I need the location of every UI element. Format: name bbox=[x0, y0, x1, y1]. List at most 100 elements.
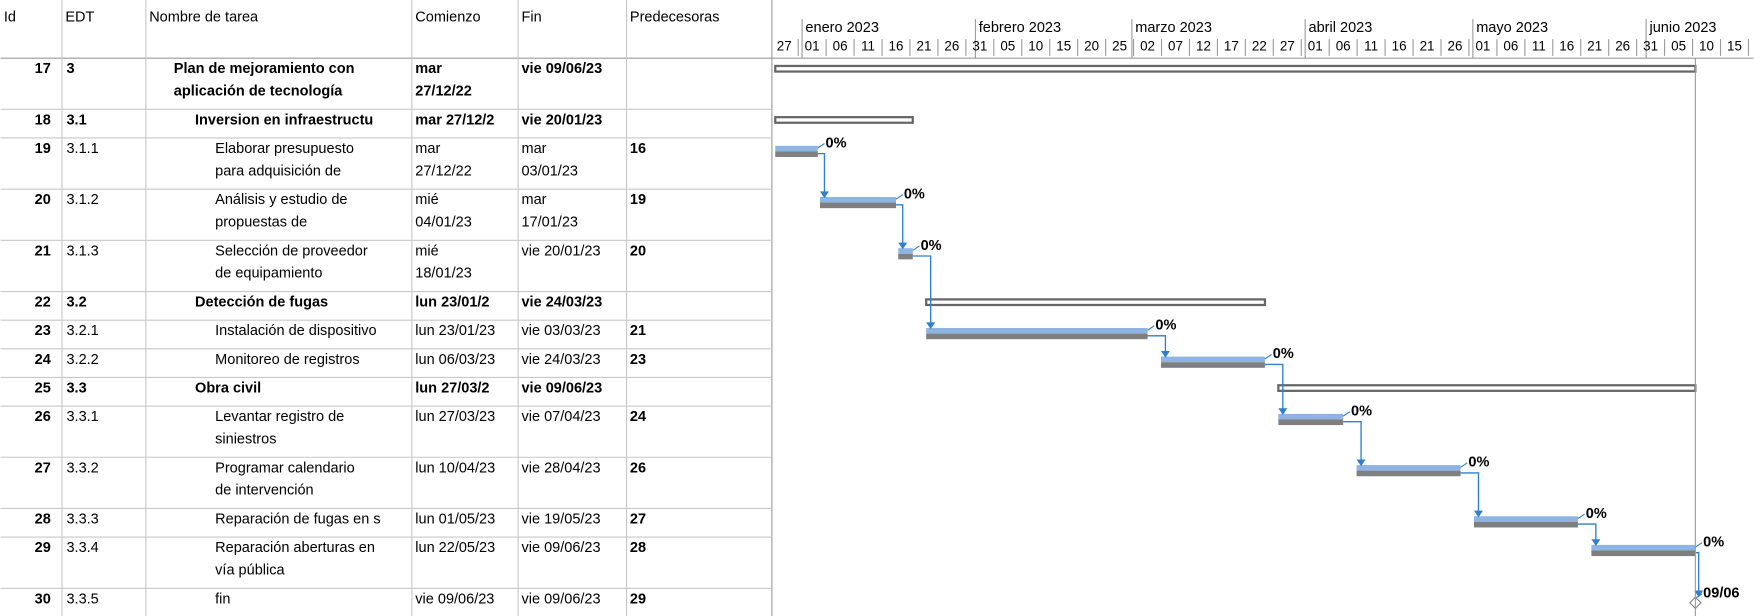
day-label: 26 bbox=[944, 39, 959, 54]
task-start: mar 27/12/2 bbox=[415, 112, 494, 128]
row-id: 30 bbox=[35, 591, 51, 607]
task-predecessor: 16 bbox=[630, 141, 646, 157]
dependency-link bbox=[896, 204, 904, 245]
row-edt: 3 bbox=[66, 61, 74, 77]
task-end: vie 09/06/23 bbox=[521, 540, 600, 556]
baseline-bar bbox=[775, 151, 818, 157]
day-label: 27 bbox=[777, 39, 792, 54]
task-bar bbox=[775, 145, 818, 152]
task-start: mié bbox=[415, 192, 438, 208]
task-predecessor: 21 bbox=[630, 323, 646, 339]
dependency-link bbox=[1695, 552, 1700, 593]
task-name: de equipamiento bbox=[215, 266, 322, 282]
day-label: 31 bbox=[972, 39, 987, 54]
task-predecessor: 28 bbox=[630, 540, 646, 556]
dependency-arrow bbox=[1473, 510, 1483, 518]
day-label: 16 bbox=[1559, 39, 1574, 54]
day-label: 06 bbox=[1503, 39, 1518, 54]
summary-bar bbox=[1277, 384, 1697, 392]
day-label: 12 bbox=[1196, 39, 1211, 54]
day-label: 27 bbox=[1280, 39, 1295, 54]
dependency-arrow bbox=[1356, 459, 1366, 467]
row-edt: 3.1 bbox=[66, 112, 86, 128]
day-label: 11 bbox=[1532, 39, 1546, 54]
row-edt: 3.1.3 bbox=[66, 243, 98, 259]
task-bar bbox=[1278, 413, 1344, 420]
row-id: 26 bbox=[35, 409, 51, 425]
baseline-bar bbox=[1591, 550, 1696, 557]
dependency-arrow bbox=[1591, 539, 1601, 547]
task-name: Monitoreo de registros bbox=[215, 352, 359, 368]
task-bar bbox=[1160, 356, 1265, 363]
day-label: 01 bbox=[1308, 39, 1323, 54]
label-connector bbox=[1264, 353, 1272, 360]
task-start: lun 27/03/2 bbox=[415, 380, 489, 396]
dependency-link bbox=[817, 152, 826, 194]
task-end: vie 09/06/23 bbox=[521, 591, 600, 607]
task-start: mar bbox=[415, 61, 442, 77]
baseline-bar bbox=[1160, 362, 1265, 368]
task-end: 17/01/23 bbox=[521, 215, 578, 231]
row-id: 21 bbox=[35, 243, 51, 259]
day-label: 21 bbox=[1587, 39, 1602, 54]
task-name: Programar calendario bbox=[215, 460, 355, 476]
task-name: Levantar registro de bbox=[215, 409, 344, 425]
row-edt: 3.3.5 bbox=[66, 591, 98, 607]
task-predecessor: 20 bbox=[630, 243, 646, 259]
row-edt: 3.1.2 bbox=[66, 192, 98, 208]
row-id: 27 bbox=[35, 460, 51, 476]
dependency-link bbox=[1460, 472, 1480, 513]
task-start: lun 01/05/23 bbox=[415, 511, 495, 527]
label-connector bbox=[895, 194, 904, 200]
task-name: aplicación de tecnología bbox=[174, 84, 344, 100]
summary-bar bbox=[774, 64, 1697, 73]
row-edt: 3.2.2 bbox=[66, 352, 98, 368]
day-label: 15 bbox=[1727, 39, 1742, 54]
progress-label: 0% bbox=[904, 187, 925, 203]
progress-label: 09/06 bbox=[1703, 586, 1739, 602]
task-end: 03/01/23 bbox=[521, 163, 578, 179]
progress-label: 0% bbox=[826, 135, 847, 151]
dependency-arrow bbox=[926, 322, 936, 330]
day-label: 06 bbox=[833, 39, 848, 54]
day-label: 25 bbox=[1112, 39, 1127, 54]
column-header: Comienzo bbox=[415, 10, 480, 26]
month-label: enero 2023 bbox=[805, 20, 878, 36]
task-predecessor: 26 bbox=[630, 460, 646, 476]
row-id: 23 bbox=[35, 323, 51, 339]
task-predecessor: 29 bbox=[630, 591, 646, 607]
month-label: marzo 2023 bbox=[1135, 20, 1212, 36]
row-id: 22 bbox=[35, 295, 51, 311]
dependency-link bbox=[912, 255, 932, 325]
task-name: Selección de proveedor bbox=[215, 243, 368, 259]
month-label: junio 2023 bbox=[1649, 20, 1717, 36]
dependency-arrow bbox=[1160, 351, 1170, 358]
task-name: Detección de fugas bbox=[195, 295, 328, 311]
task-end: vie 03/03/23 bbox=[521, 323, 600, 339]
task-start: 27/12/22 bbox=[415, 84, 472, 100]
label-connector bbox=[912, 245, 920, 251]
task-start: 27/12/22 bbox=[415, 163, 472, 179]
day-label: 22 bbox=[1252, 39, 1267, 54]
task-start: lun 22/05/23 bbox=[415, 540, 495, 556]
task-end: vie 09/06/23 bbox=[521, 380, 602, 396]
progress-label: 0% bbox=[1155, 318, 1176, 334]
dependency-link bbox=[1264, 363, 1284, 411]
task-name: propuestas de bbox=[215, 215, 307, 231]
dependency-link bbox=[1147, 335, 1167, 354]
row-edt: 3.3.2 bbox=[66, 460, 98, 476]
task-end: mar bbox=[521, 192, 546, 208]
row-id: 20 bbox=[35, 192, 51, 208]
task-start: vie 09/06/23 bbox=[415, 591, 494, 607]
baseline-bar bbox=[1356, 470, 1461, 477]
column-header: Fin bbox=[521, 10, 541, 26]
month-label: febrero 2023 bbox=[979, 20, 1061, 36]
task-predecessor: 27 bbox=[630, 511, 646, 527]
day-label: 05 bbox=[1671, 39, 1686, 54]
task-name: de intervención bbox=[215, 483, 313, 499]
day-label: 01 bbox=[1475, 39, 1490, 54]
task-end: vie 20/01/23 bbox=[521, 243, 600, 259]
day-label: 21 bbox=[1420, 39, 1435, 54]
task-start: lun 10/04/23 bbox=[415, 460, 495, 476]
